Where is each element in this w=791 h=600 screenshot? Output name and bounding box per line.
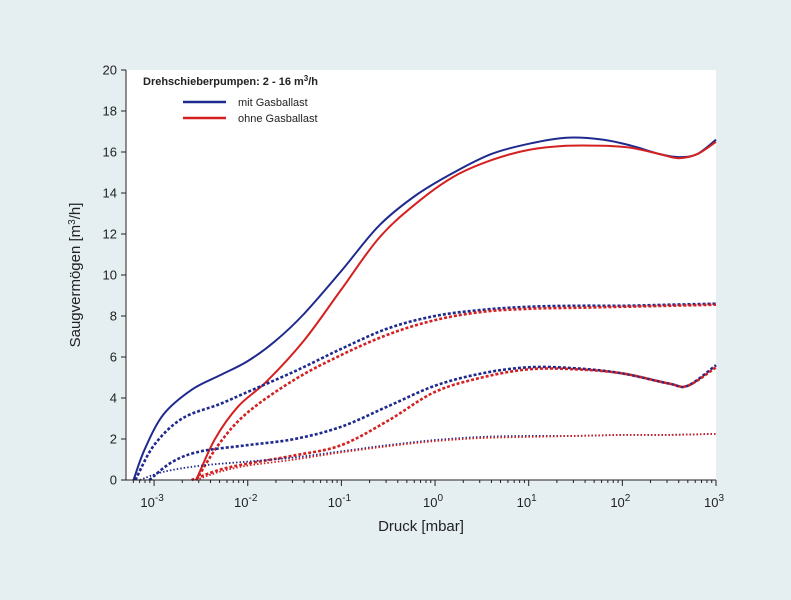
- x-tick-exponent: 3: [718, 493, 724, 504]
- x-tick-label: 102: [610, 493, 630, 510]
- x-tick-base: 10: [234, 495, 248, 510]
- y-axis-title: Saugvermögen [m3/h]: [67, 203, 84, 348]
- x-tick-exponent: -2: [249, 493, 258, 504]
- legend-label-mit: mit Gasballast: [238, 97, 308, 109]
- series-line-ohne-4-m3/h: [191, 366, 717, 482]
- x-tick-label: 100: [423, 493, 443, 510]
- x-tick-base: 10: [140, 495, 154, 510]
- series-line-mit-2-m3/h: [139, 433, 717, 481]
- y-axis-title-tail: /h]: [67, 203, 84, 220]
- y-tick-label: 6: [110, 350, 117, 365]
- legend-title: Drehschieberpumpen: 2 - 16 m3/h: [143, 74, 318, 88]
- x-tick-base: 10: [610, 495, 624, 510]
- x-tick-label: 10-1: [328, 493, 352, 510]
- x-tick-label: 103: [704, 493, 724, 510]
- legend-label-ohne: ohne Gasballast: [238, 113, 318, 125]
- y-tick-label: 18: [103, 104, 117, 119]
- x-tick-base: 10: [328, 495, 342, 510]
- y-tick-label: 20: [103, 63, 117, 78]
- x-tick-label: 10-2: [234, 493, 258, 510]
- legend-title-sup: 3: [304, 74, 309, 83]
- y-axis-title-sup: 3: [67, 219, 78, 225]
- y-tick-label: 14: [103, 186, 117, 201]
- y-tick-label: 10: [103, 268, 117, 283]
- legend: Drehschieberpumpen: 2 - 16 m3/h mit Gasb…: [143, 74, 318, 125]
- y-tick-label: 4: [110, 391, 117, 406]
- x-axis-title: Druck [mbar]: [378, 518, 464, 535]
- x-tick-base: 10: [517, 495, 531, 510]
- series-line-ohne-2-m3/h: [195, 433, 717, 481]
- plot-area: [126, 70, 716, 480]
- x-tick-exponent: -1: [342, 493, 351, 504]
- series-line-mit-4-m3/h: [148, 364, 717, 482]
- legend-title-main: Drehschieberpumpen: 2 - 16 m: [143, 76, 304, 88]
- y-tick-label: 16: [103, 145, 117, 160]
- series-group: [132, 136, 717, 482]
- x-tick-exponent: -3: [155, 493, 164, 504]
- x-tick-exponent: 0: [438, 493, 444, 504]
- y-axis-title-main: Saugvermögen [m: [67, 225, 84, 348]
- legend-title-tail: /h: [308, 76, 318, 88]
- x-tick-exponent: 1: [531, 493, 537, 504]
- x-ticks: 10-3 10-2 10-1 100 101 102 103: [132, 480, 724, 510]
- y-tick-label: 8: [110, 309, 117, 324]
- series-line-ohne-8-m3/h: [195, 303, 717, 481]
- y-ticks: 0 2 4 6 8 10 12 14 16 18 20: [103, 63, 126, 488]
- x-tick-base: 10: [423, 495, 437, 510]
- x-tick-label: 10-3: [140, 493, 164, 510]
- x-tick-exponent: 2: [625, 493, 631, 504]
- y-tick-label: 2: [110, 432, 117, 447]
- y-tick-label: 12: [103, 227, 117, 242]
- x-tick-label: 101: [517, 493, 537, 510]
- y-tick-label: 0: [110, 473, 117, 488]
- x-tick-base: 10: [704, 495, 718, 510]
